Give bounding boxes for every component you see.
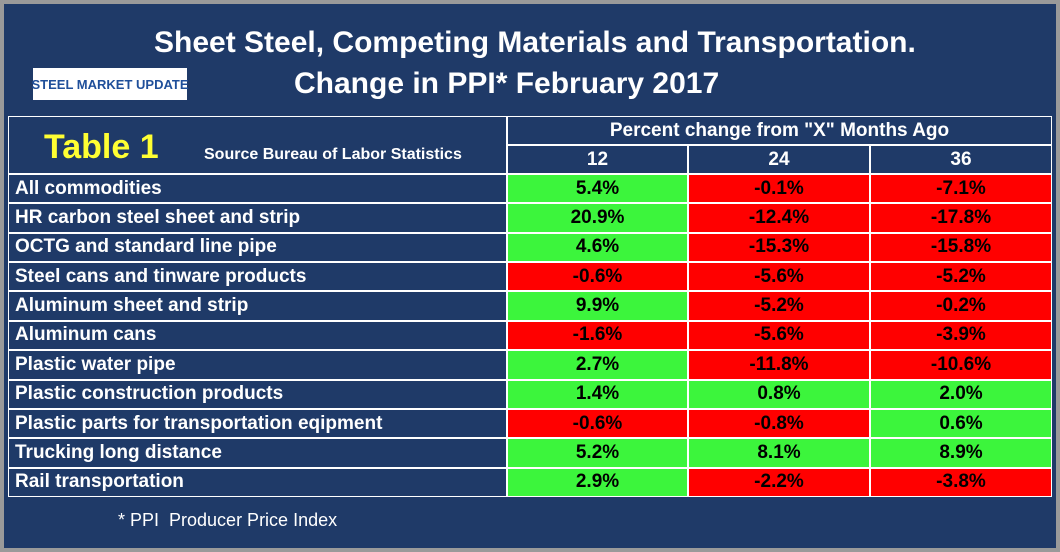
value-cell: 5.2% <box>507 438 688 468</box>
title-line-2: Change in PPI* February 2017 <box>294 67 720 100</box>
title-line-1: Sheet Steel, Competing Materials and Tra… <box>154 26 916 59</box>
value-cell: -5.6% <box>688 320 870 351</box>
value-cell: 0.8% <box>688 379 870 409</box>
footnote: * PPI Producer Price Index <box>118 510 338 530</box>
value-cell: 2.0% <box>870 379 1052 409</box>
value-cell: -12.4% <box>688 203 870 233</box>
value-cell: -3.9% <box>870 320 1052 351</box>
value-cell: -5.2% <box>688 291 870 321</box>
value-cell: 8.9% <box>870 438 1052 468</box>
value-cell: 2.7% <box>507 350 688 380</box>
value-cell: -3.8% <box>870 467 1052 497</box>
value-cell: -10.6% <box>870 350 1052 380</box>
value-cell: 20.9% <box>507 203 688 233</box>
value-cell: -0.2% <box>870 291 1052 321</box>
value-cell: -1.6% <box>507 320 688 351</box>
row-label: Aluminum cans <box>8 320 507 351</box>
value-cell: -7.1% <box>870 174 1052 204</box>
row-label: Steel cans and tinware products <box>8 262 507 292</box>
row-label: HR carbon steel sheet and strip <box>8 203 507 233</box>
row-label: OCTG and standard line pipe <box>8 232 507 263</box>
source: Source Bureau of Labor Statistics <box>204 146 462 163</box>
row-label: Plastic parts for transportation eqipmen… <box>8 408 507 439</box>
row-label: Aluminum sheet and strip <box>8 291 507 321</box>
row-label: Trucking long distance <box>8 438 507 468</box>
value-cell: -17.8% <box>870 203 1052 233</box>
value-cell: -5.2% <box>870 262 1052 292</box>
row-label: All commodities <box>8 174 507 204</box>
group-header: Percent change from "X" Months Ago <box>507 116 1052 145</box>
value-cell: 0.6% <box>870 408 1052 439</box>
value-cell: 2.9% <box>507 467 688 497</box>
value-cell: 5.4% <box>507 174 688 204</box>
value-cell: -0.1% <box>688 174 870 204</box>
value-cell: -2.2% <box>688 467 870 497</box>
value-cell: -0.6% <box>507 408 688 439</box>
logo: STEEL MARKET UPDATE <box>32 68 189 100</box>
value-cell: 8.1% <box>688 438 870 468</box>
value-cell: -11.8% <box>688 350 870 380</box>
value-cell: -15.8% <box>870 232 1052 263</box>
value-cell: -15.3% <box>688 232 870 263</box>
table-label: Table 1 <box>44 128 159 166</box>
column-header: 24 <box>688 145 870 174</box>
row-label: Rail transportation <box>8 467 507 497</box>
value-cell: 1.4% <box>507 379 688 409</box>
row-label: Plastic water pipe <box>8 350 507 380</box>
table-header-label <box>8 116 507 174</box>
column-header: 36 <box>870 145 1052 174</box>
value-cell: 9.9% <box>507 291 688 321</box>
value-cell: -0.6% <box>507 262 688 292</box>
table: Table 1 Source Bureau of Labor Statistics… <box>8 116 1052 497</box>
column-header: 12 <box>507 145 688 174</box>
value-cell: -5.6% <box>688 262 870 292</box>
value-cell: 4.6% <box>507 232 688 263</box>
row-label: Plastic construction products <box>8 379 507 409</box>
value-cell: -0.8% <box>688 408 870 439</box>
